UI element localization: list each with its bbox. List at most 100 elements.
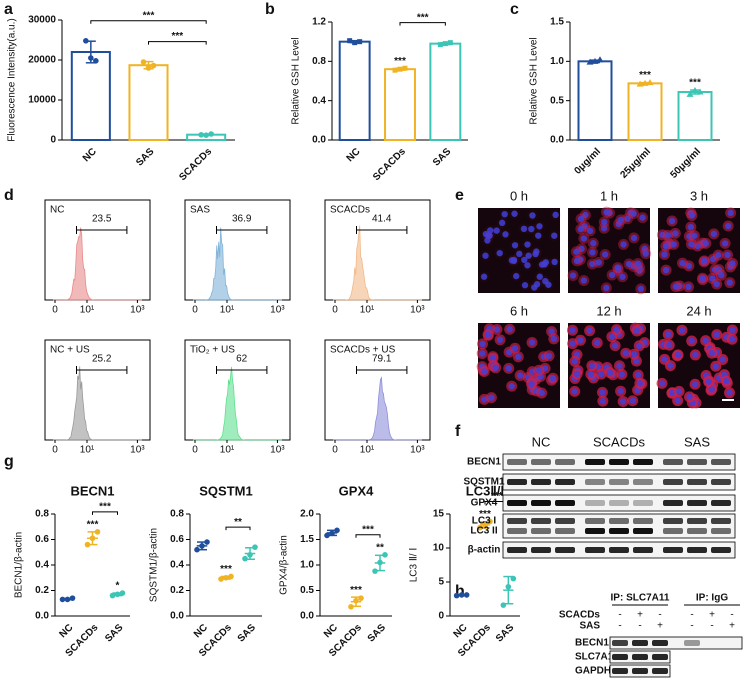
nucleus [580,277,588,284]
nucleus [699,275,706,282]
point [347,38,353,44]
nucleus [496,336,504,343]
nucleus [661,251,668,258]
band [531,518,551,524]
bar [128,64,169,141]
nucleus [688,212,696,219]
nucleus [674,397,681,404]
y-tick-label: 1.5 [550,17,564,28]
nucleus [667,362,674,369]
sign: - [690,621,693,632]
time-label: 3 h [690,188,708,203]
y-tick-label: 0.8 [170,509,184,520]
nucleus [688,240,695,248]
bar [577,60,613,141]
band [585,500,605,506]
point [198,132,204,138]
band [609,459,629,465]
time-label: 0 h [510,188,528,203]
blot-frame [609,636,743,650]
nucleus [573,248,580,255]
nucleus [691,381,699,388]
significance: *** [99,501,111,512]
x-tick-label: 10¹ [80,305,95,316]
sign: - [710,621,713,632]
band [531,479,551,485]
band [632,654,648,660]
x-tick-label: 10³ [270,305,285,316]
gate-value: 41.4 [372,214,392,225]
histogram [193,227,282,301]
y-tick-label: 0.4 [312,95,326,106]
point [458,592,465,598]
y-tick-label: 1.2 [312,17,326,28]
nucleus [496,249,503,257]
row-label: SQSTM1 [463,477,505,488]
nucleus [521,256,528,264]
sign: - [690,610,693,621]
band [531,459,551,465]
x-tick-label: 10³ [270,445,285,456]
band [609,500,629,506]
point [348,604,354,610]
nucleus [712,363,719,370]
bracket [355,534,381,538]
x-tick-label: NC [345,146,363,164]
band [632,668,648,674]
nucleus [524,262,531,269]
nucleus [702,240,710,247]
nucleus [589,260,596,268]
gate [216,226,268,234]
histogram [53,227,142,301]
band [687,547,707,553]
point [352,40,358,46]
y-axis-label: GPX4/β-actin [279,535,290,595]
nucleus [686,393,693,401]
gate-value: 36.9 [232,214,252,225]
sample-label: NC [50,205,64,216]
x-tick-label: 50μg/ml [668,146,703,181]
nucleus [634,371,642,379]
nucleus [511,242,519,249]
y-tick-label: 0.5 [300,585,314,596]
gate [356,366,408,374]
point [88,55,94,61]
panel-label: f [455,423,461,440]
significance: *** [362,524,374,535]
nucleus [702,337,709,344]
point [223,574,229,581]
band [612,654,628,660]
nucleus [679,259,686,267]
nucleus [616,362,623,369]
band [711,528,731,534]
y-tick-label: 0.8 [35,509,49,520]
group-label: NC [532,434,551,449]
x-tick-label: 0μg/ml [572,146,603,177]
gate-value: 23.5 [92,214,112,225]
significance: *** [491,491,503,502]
nucleus [726,389,733,397]
band [555,500,575,506]
nucleus [601,251,609,258]
nucleus [482,230,490,238]
nucleus [629,397,636,404]
band [684,640,700,646]
band [555,459,575,465]
nucleus [678,326,686,334]
nucleus [723,377,730,385]
nucleus [528,380,535,388]
nucleus [613,326,620,333]
gate [76,226,128,234]
nucleus [672,230,679,237]
nucleus [692,351,699,359]
nucleus [719,356,726,363]
nucleus [618,371,626,378]
y-axis-label: Fluorescence Intensity(a.u.) [7,18,18,141]
x-tick-label: SAS [366,622,389,645]
x-tick-label: 10³ [410,305,425,316]
nucleus [634,260,642,267]
band [585,459,605,465]
nucleus [550,335,558,343]
nucleus [484,237,491,244]
